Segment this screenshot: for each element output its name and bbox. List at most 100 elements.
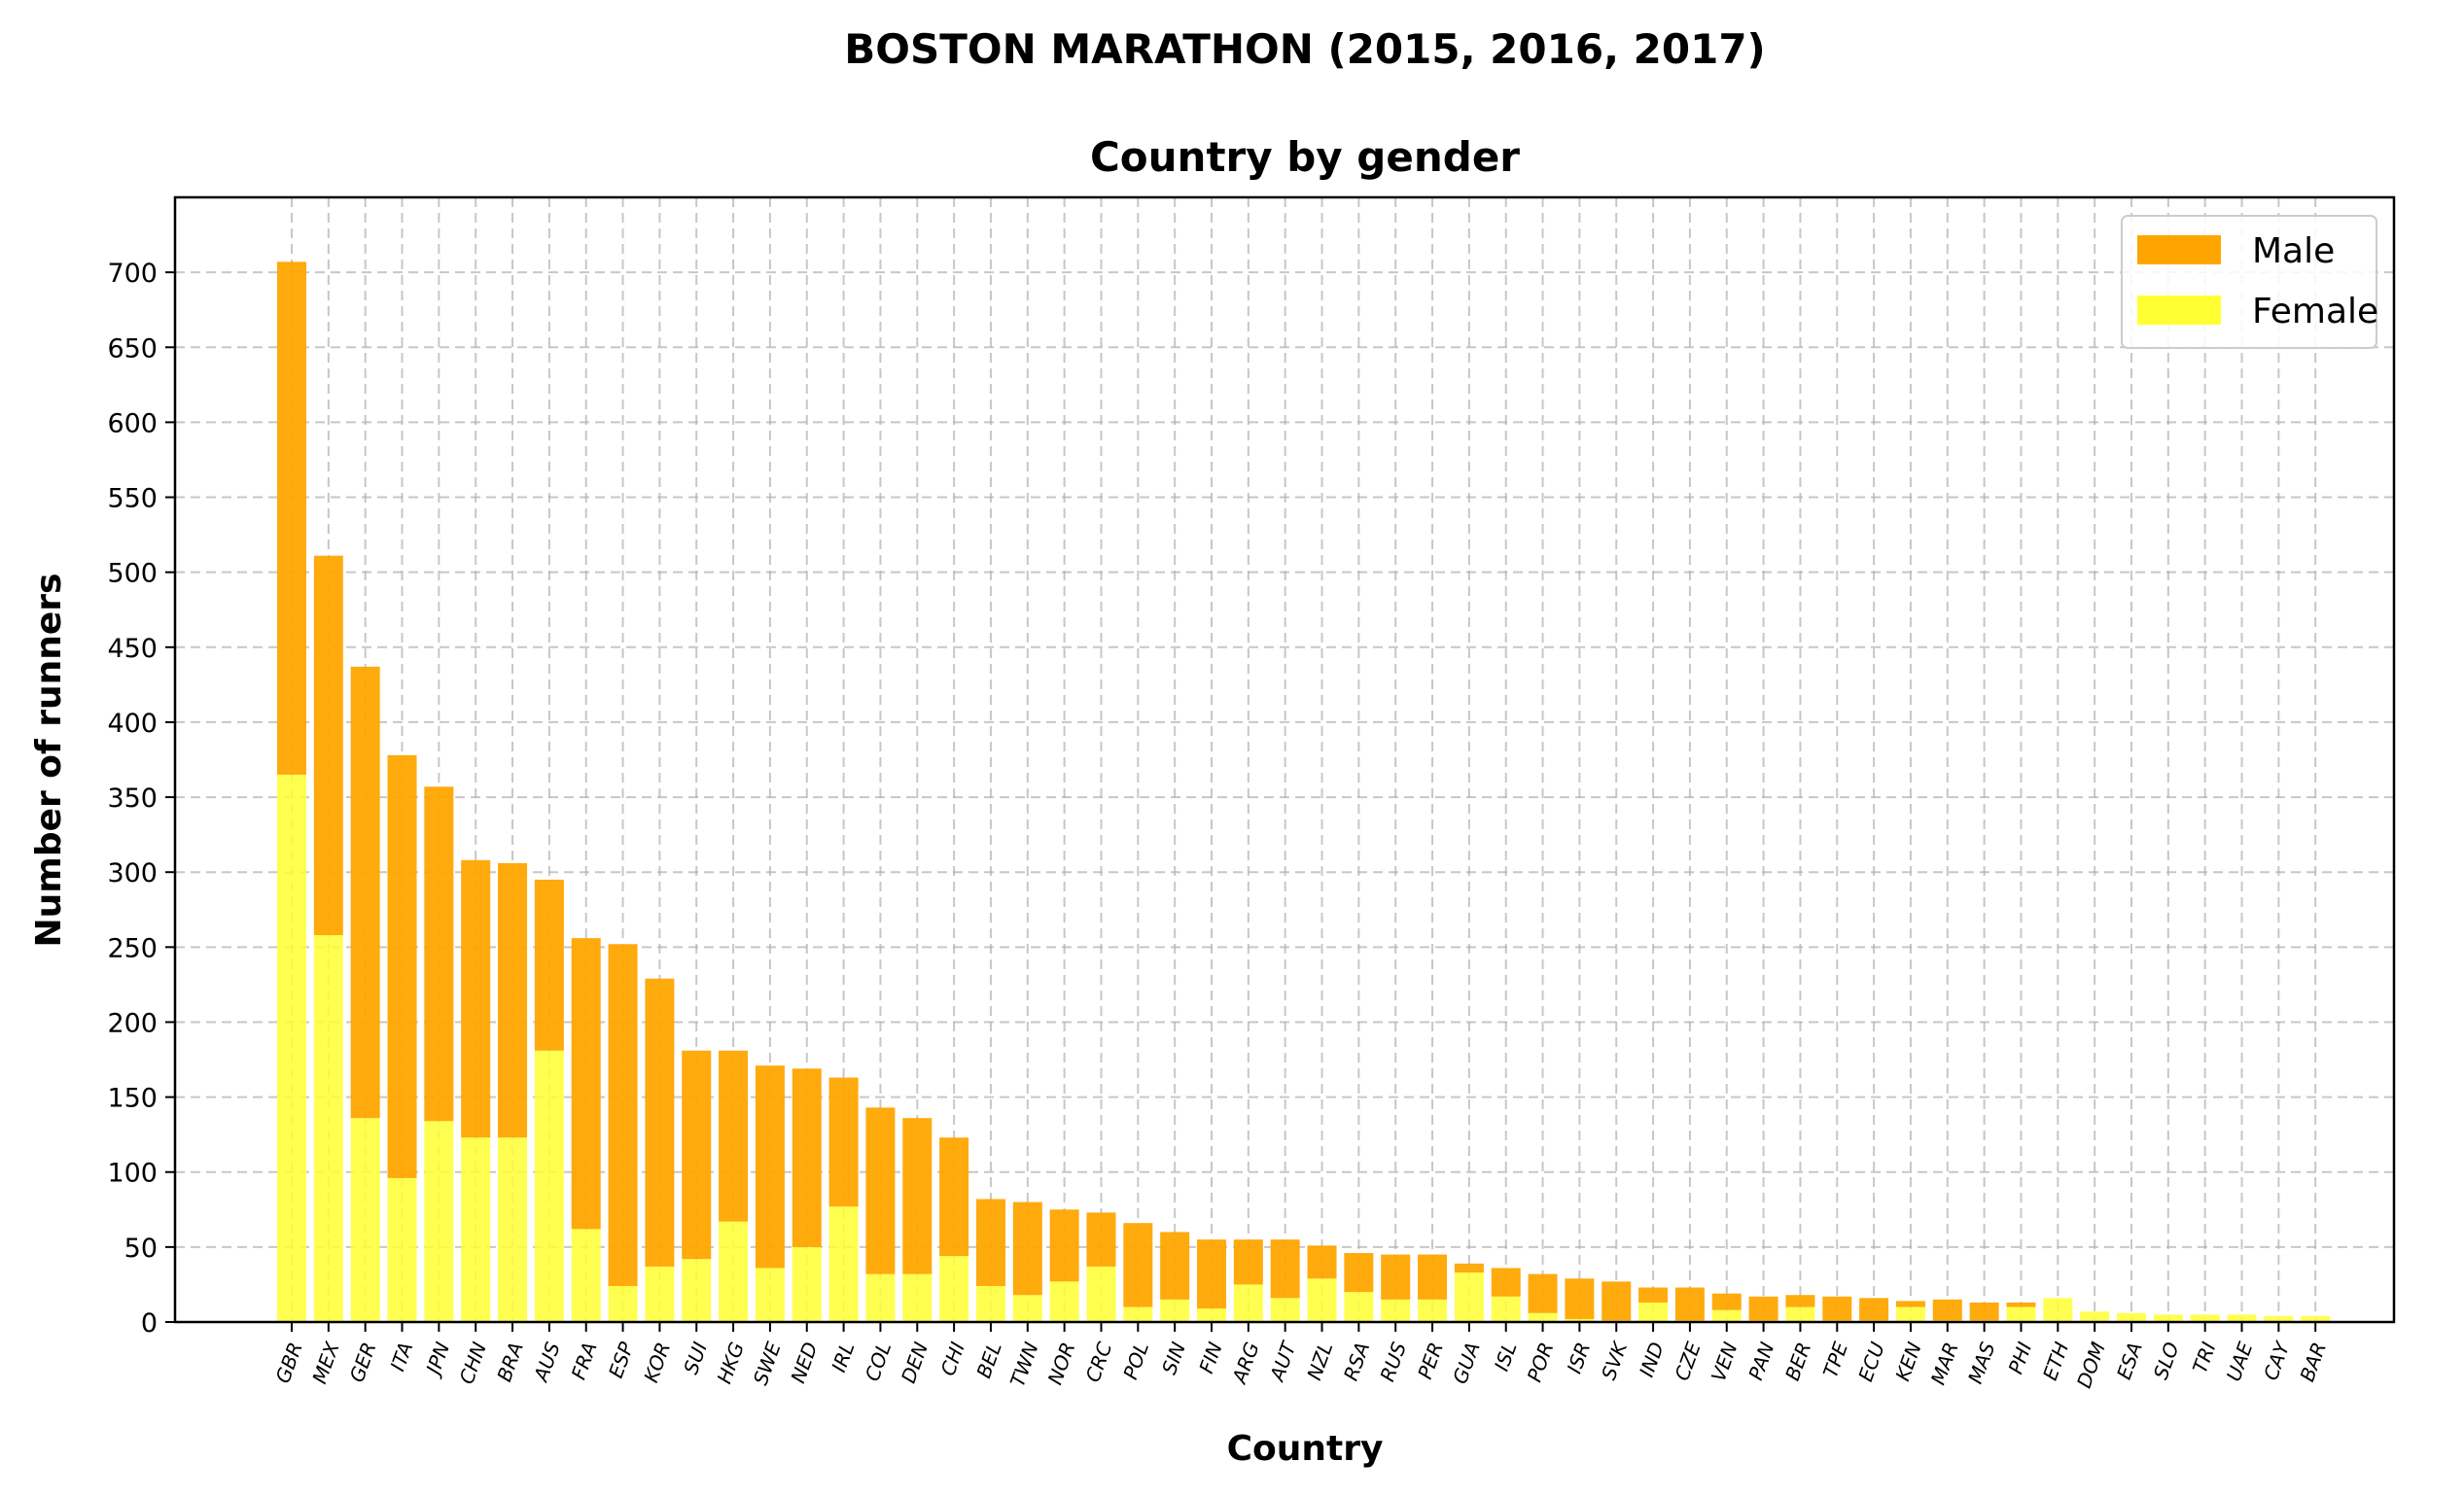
bar-male-por bbox=[1528, 1273, 1558, 1313]
bar-male-ecu bbox=[1859, 1298, 1889, 1321]
y-tick-label: 650 bbox=[107, 333, 158, 364]
bar-female-jpn bbox=[424, 1121, 454, 1322]
x-tick-label: ISR bbox=[1563, 1339, 1596, 1376]
bar-male-nzl bbox=[1307, 1245, 1337, 1279]
bar-female-slo bbox=[2153, 1314, 2183, 1322]
bar-female-swe bbox=[755, 1268, 785, 1322]
bar-male-aut bbox=[1270, 1239, 1300, 1299]
bar-male-per bbox=[1418, 1254, 1448, 1300]
x-tick-label: ITA bbox=[386, 1339, 418, 1374]
bar-female-ind bbox=[1638, 1302, 1669, 1322]
x-tick-label: KEN bbox=[1890, 1339, 1925, 1384]
bar-female-esp bbox=[608, 1285, 638, 1322]
bar-male-esp bbox=[608, 944, 638, 1286]
bar-female-den bbox=[902, 1273, 933, 1322]
x-tick-label: BRA bbox=[492, 1339, 528, 1384]
bars-layer bbox=[277, 261, 2331, 1322]
y-tick-label: 100 bbox=[107, 1159, 158, 1189]
y-ticks: 0 50 100 150 200 250 300 350 400 450 500 550 600 650 7… bbox=[107, 259, 175, 1339]
x-axis-label: Country bbox=[1227, 1429, 1384, 1469]
bar-male-cze bbox=[1674, 1287, 1705, 1321]
x-tick-label: HKG bbox=[712, 1339, 748, 1386]
bar-female-uae bbox=[2227, 1314, 2257, 1322]
bar-male-tpe bbox=[1822, 1296, 1852, 1321]
bar-female-chn bbox=[461, 1137, 491, 1322]
bar-male-bel bbox=[975, 1199, 1005, 1286]
bar-female-irl bbox=[828, 1206, 859, 1322]
x-tick-label: SVK bbox=[1597, 1338, 1633, 1383]
x-tick-label: AUS bbox=[528, 1339, 564, 1386]
bar-female-bel bbox=[975, 1285, 1005, 1322]
bar-female-arg bbox=[1233, 1284, 1263, 1322]
bar-male-mex bbox=[313, 555, 343, 935]
x-tick-label: KOR bbox=[639, 1339, 675, 1385]
y-axis-label: Number of runners bbox=[29, 574, 69, 948]
bar-female-tri bbox=[2190, 1314, 2220, 1322]
bar-female-cay bbox=[2264, 1315, 2294, 1322]
bar-male-ber bbox=[1785, 1295, 1815, 1307]
bar-male-irl bbox=[828, 1077, 859, 1207]
bar-female-kor bbox=[645, 1266, 675, 1322]
bar-male-svk bbox=[1602, 1281, 1632, 1321]
x-tick-label: MEX bbox=[307, 1338, 344, 1386]
x-tick-label: ECU bbox=[1853, 1339, 1889, 1384]
bar-female-twn bbox=[1012, 1295, 1042, 1322]
bar-female-phi bbox=[2006, 1306, 2036, 1322]
legend-swatch-male bbox=[2137, 235, 2221, 264]
x-tick-label: BEL bbox=[971, 1339, 1005, 1380]
bar-male-ind bbox=[1638, 1287, 1669, 1303]
bar-female-eth bbox=[2043, 1298, 2073, 1322]
bar-female-ned bbox=[792, 1246, 822, 1322]
chart-suptitle: BOSTON MARATHON (2015, 2016, 2017) bbox=[844, 25, 1765, 73]
y-tick-label: 200 bbox=[107, 1008, 158, 1038]
y-tick-label: 500 bbox=[107, 559, 158, 589]
x-ticks: GBR MEX GER ITA JPN CHN BRA AUS FRA ESP KOR SUI HKG S… bbox=[271, 1322, 2331, 1391]
x-tick-label: BAR bbox=[2295, 1339, 2331, 1384]
bar-male-fin bbox=[1197, 1239, 1226, 1309]
bar-male-bra bbox=[498, 862, 528, 1138]
bar-male-nor bbox=[1049, 1209, 1079, 1282]
x-tick-label: COL bbox=[861, 1339, 897, 1384]
bar-female-mex bbox=[313, 934, 343, 1322]
x-tick-label: DOM bbox=[2072, 1339, 2110, 1391]
x-tick-label: DEN bbox=[897, 1339, 933, 1386]
bar-female-dom bbox=[2080, 1311, 2110, 1322]
x-tick-label: NZL bbox=[1302, 1339, 1337, 1383]
x-tick-label: CHI bbox=[935, 1339, 969, 1378]
bar-female-isl bbox=[1491, 1296, 1521, 1322]
bar-male-ned bbox=[792, 1068, 822, 1247]
bar-female-rus bbox=[1381, 1299, 1411, 1322]
bar-male-fra bbox=[571, 938, 601, 1230]
bar-female-fin bbox=[1197, 1308, 1226, 1322]
bar-female-esa bbox=[2117, 1312, 2146, 1322]
x-tick-label: IND bbox=[1635, 1339, 1669, 1379]
y-tick-label: 150 bbox=[107, 1084, 158, 1114]
x-tick-label: SUI bbox=[679, 1339, 712, 1377]
bar-female-col bbox=[865, 1273, 896, 1322]
x-tick-label: GER bbox=[345, 1339, 381, 1385]
x-tick-label: GBR bbox=[271, 1339, 307, 1386]
y-tick-label: 50 bbox=[124, 1234, 158, 1264]
bar-female-ita bbox=[387, 1177, 417, 1322]
bar-female-bra bbox=[498, 1137, 528, 1322]
bar-male-sui bbox=[682, 1050, 712, 1260]
x-tick-label: SLO bbox=[2149, 1339, 2184, 1382]
bar-male-mas bbox=[1969, 1302, 1999, 1321]
bar-male-den bbox=[902, 1118, 933, 1274]
y-tick-label: 300 bbox=[107, 858, 158, 888]
x-tick-label: GUA bbox=[1448, 1339, 1485, 1386]
bar-female-sui bbox=[682, 1259, 712, 1322]
bar-female-per bbox=[1418, 1299, 1448, 1322]
bar-female-isr bbox=[1565, 1318, 1595, 1322]
bar-female-bar bbox=[2301, 1315, 2331, 1322]
x-tick-label: ESP bbox=[604, 1339, 639, 1381]
y-tick-label: 0 bbox=[141, 1308, 158, 1339]
bar-female-nzl bbox=[1307, 1278, 1337, 1322]
x-tick-label: JPN bbox=[420, 1339, 454, 1380]
x-tick-label: MAS bbox=[1963, 1339, 2000, 1386]
x-tick-label: TWN bbox=[1005, 1339, 1043, 1389]
bar-male-crc bbox=[1086, 1212, 1116, 1267]
x-tick-label: RUS bbox=[1375, 1339, 1411, 1384]
